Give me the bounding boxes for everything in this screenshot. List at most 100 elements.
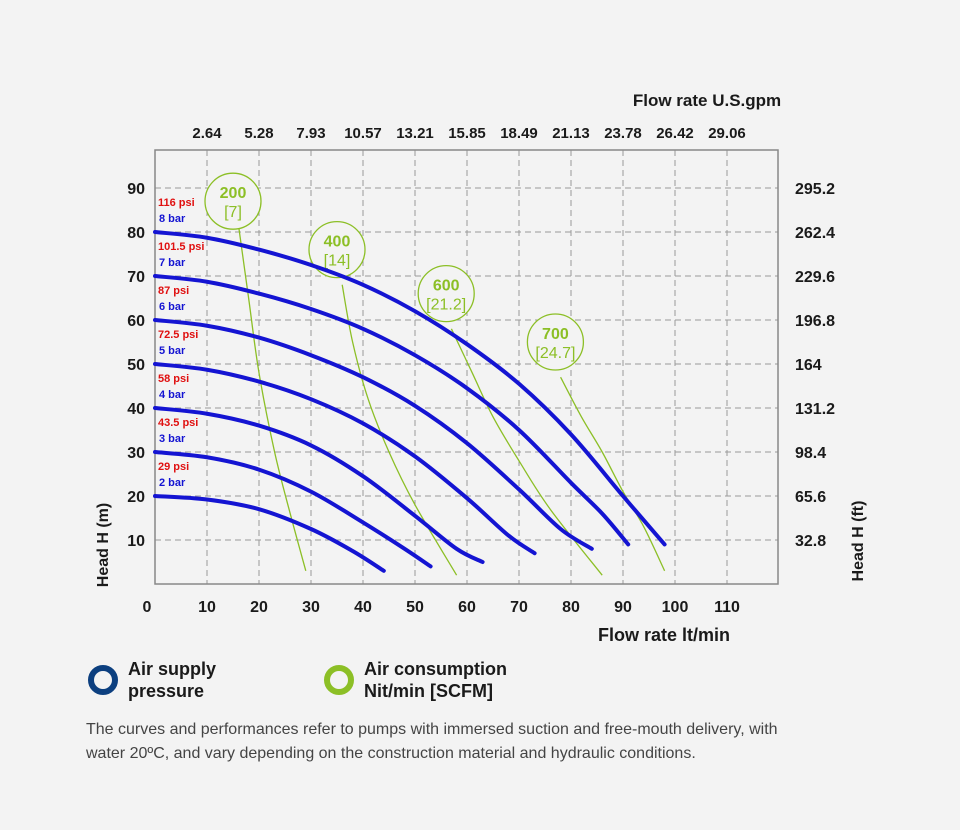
x-bottom-tick-label: 20	[250, 599, 268, 616]
x-top-tick-label: 5.28	[244, 125, 273, 142]
air-consumption-bubble	[417, 264, 475, 323]
x-bottom-tick-label: 100	[662, 599, 689, 616]
air-consumption-value: 700	[542, 326, 569, 343]
x-bottom-tick-label: 110	[714, 599, 740, 616]
air-consumption-line	[237, 223, 307, 571]
y-left-tick-label: 60	[127, 313, 145, 330]
pressure-curve	[153, 318, 594, 551]
air-consumption-bubble	[526, 313, 585, 371]
legend-air-consumption-line2: Nit/min [SCFM]	[364, 681, 493, 701]
y-right-tick-label: 32.8	[795, 533, 826, 550]
pressure-psi-label: 43.5 psi	[158, 417, 198, 429]
air-consumption-bubble	[308, 220, 366, 279]
legend-air-consumption-line1: Air consumption	[364, 659, 507, 679]
pressure-psi-label: 87 psi	[158, 285, 189, 297]
legend-air-supply-line2: pressure	[128, 681, 205, 701]
plot-frame	[154, 149, 779, 585]
legend-air-supply-line1: Air supply	[128, 659, 217, 679]
air-consumption-value: 200	[220, 185, 247, 202]
y-right-tick-label: 98.4	[795, 445, 826, 462]
pressure-psi-label: 58 psi	[158, 373, 189, 385]
right-axis-title: Head H (ft)	[850, 501, 867, 582]
x-bottom-tick-label: 30	[302, 599, 320, 616]
pressure-bar-label: 2 bar	[159, 477, 186, 489]
pressure-bar-label: 3 bar	[159, 433, 186, 445]
pressure-curve	[153, 362, 537, 556]
x-top-tick-label: 18.49	[500, 125, 538, 142]
bottom-axis-title: Flow rate lt/min	[598, 625, 730, 645]
x-top-tick-label: 26.42	[656, 125, 694, 142]
legend-air-consumption-text: Air consumption Nit/min [SCFM]	[364, 658, 507, 702]
y-right-tick-label: 262.4	[795, 225, 835, 242]
pressure-psi-label: 101.5 psi	[158, 241, 204, 253]
pressure-bar-label: 6 bar	[159, 301, 186, 313]
x-bottom-tick-label: 90	[614, 599, 632, 616]
y-left-tick-label: 70	[127, 269, 145, 286]
footnote-line2: water 20ºC, and vary depending on the co…	[86, 745, 696, 762]
x-bottom-tick-label: 70	[510, 599, 528, 616]
y-left-tick-label: 10	[127, 533, 145, 550]
air-consumption-value: 600	[433, 278, 460, 295]
air-consumption-line	[450, 328, 603, 576]
y-right-tick-label: 295.2	[795, 181, 835, 198]
pressure-psi-label: 116 psi	[158, 197, 195, 209]
x-top-tick-label: 29.06	[708, 125, 746, 142]
x-bottom-tick-label: 0	[143, 599, 152, 616]
y-left-tick-label: 30	[127, 445, 145, 462]
footnote-line1: The curves and performances refer to pum…	[86, 721, 778, 738]
pressure-bar-label: 4 bar	[159, 389, 186, 401]
legend-air-supply: Air supply pressure	[88, 658, 216, 702]
x-bottom-tick-label: 10	[198, 599, 216, 616]
pressure-labels: 29 psi 2 bar 43.5 psi 3 bar 58 psi 4 bar 72.5 …	[158, 197, 204, 489]
pump-performance-chart: 200 [7] 400 [14] 600 [21.2] 700 [24.7] 0 10 20 30 4…	[95, 91, 867, 645]
y-left-tick-label: 50	[127, 357, 145, 374]
y-left-tick-label: 80	[127, 225, 145, 242]
y-right-tick-label: 65.6	[795, 489, 826, 506]
x-bottom-tick-label: 80	[562, 599, 580, 616]
left-axis-title: Head H (m)	[95, 503, 112, 587]
x-top-tick-label: 15.85	[448, 125, 486, 142]
green-ring-icon	[324, 665, 354, 695]
air-consumption-scfm: [14]	[324, 253, 351, 270]
pressure-psi-label: 29 psi	[158, 461, 189, 473]
y-left-tick-label: 40	[127, 401, 145, 418]
x-top-tick-label: 23.78	[604, 125, 642, 142]
legend-air-supply-text: Air supply pressure	[128, 658, 216, 702]
y-right-tick-label: 196.8	[795, 313, 835, 330]
air-consumption-line	[560, 376, 666, 572]
x-top-tick-label: 2.64	[192, 125, 222, 142]
x-top-tick-label: 10.57	[344, 125, 382, 142]
air-consumption-bubble	[204, 172, 262, 230]
air-consumption-scfm: [24.7]	[535, 345, 575, 362]
x-bottom-tick-label: 40	[354, 599, 372, 616]
x-bottom-tick-label: 60	[458, 599, 476, 616]
grid	[155, 150, 778, 584]
legend-air-consumption: Air consumption Nit/min [SCFM]	[324, 658, 507, 702]
pressure-psi-label: 72.5 psi	[158, 329, 198, 341]
pressure-curve	[153, 494, 386, 573]
y-right-tick-label: 131.2	[795, 401, 835, 418]
blue-ring-icon	[88, 665, 118, 695]
y-right-tick-label: 164	[795, 357, 822, 374]
x-bottom-tick-label: 50	[406, 599, 424, 616]
y-left-tick-label: 90	[127, 181, 145, 198]
pressure-bar-label: 7 bar	[159, 257, 186, 269]
pressure-curve	[153, 274, 631, 547]
air-consumption-scfm: [21.2]	[426, 297, 466, 314]
pressure-curve	[153, 230, 667, 547]
y-right-tick-label: 229.6	[795, 269, 835, 286]
x-top-tick-label: 7.93	[296, 125, 325, 142]
pressure-bar-label: 5 bar	[159, 345, 186, 357]
air-consumption-scfm: [7]	[224, 204, 242, 221]
x-top-tick-label: 21.13	[552, 125, 590, 142]
footnote: The curves and performances refer to pum…	[86, 718, 886, 766]
x-top-tick-label: 13.21	[396, 125, 434, 142]
y-left-tick-label: 20	[127, 489, 145, 506]
top-axis-title: Flow rate U.S.gpm	[633, 91, 781, 110]
air-consumption-value: 400	[324, 234, 351, 251]
tick-labels: 0 10 20 30 40 50 60 70 80 90 100 110 2.64 5.28 7.93 10.…	[127, 125, 835, 616]
pressure-curve	[153, 406, 485, 564]
pressure-curves	[153, 230, 667, 573]
pressure-bar-label: 8 bar	[159, 213, 186, 225]
pressure-curve	[153, 450, 433, 569]
